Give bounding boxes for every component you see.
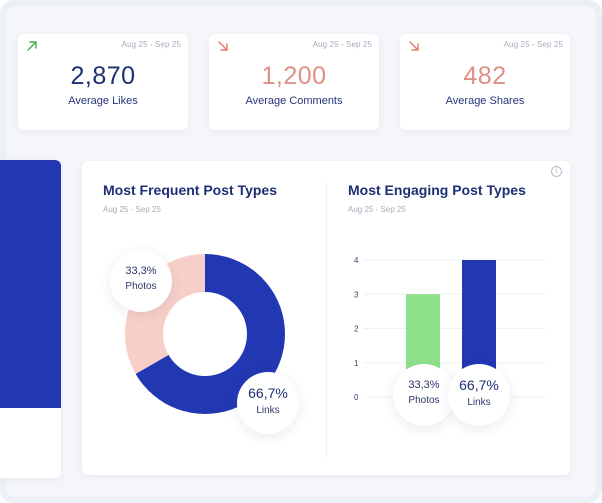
y-tick-label: 4 [354, 256, 359, 265]
slice-percent: 66,7% [248, 385, 288, 401]
donut-slice-links [135, 254, 285, 414]
bar-label-links: 66,7% Links [448, 364, 510, 426]
y-tick-label: 3 [354, 290, 359, 299]
side-card-bar [0, 160, 61, 408]
arrow-down-right-icon [409, 41, 419, 51]
bar-links [462, 260, 496, 373]
bar-percent: 66,7% [459, 377, 499, 393]
frequent-post-types-title: Most Frequent Post Types [103, 182, 277, 198]
kpi-date-range: Aug 25 - Sep 25 [121, 40, 181, 49]
bar-percent: 33,3% [408, 379, 440, 391]
engaging-post-types-bar-chart: 0 1 2 3 4 [354, 256, 545, 402]
frequent-date-range: Aug 25 - Sep 25 [103, 205, 161, 214]
bar-photos [406, 294, 440, 373]
kpi-date-range: Aug 25 - Sep 25 [312, 40, 372, 49]
faint-mark: . . [137, 310, 143, 316]
kpi-date-range: Aug 25 - Sep 25 [503, 40, 563, 49]
info-icon[interactable]: i [551, 166, 562, 177]
y-tick-label: 0 [354, 393, 359, 402]
kpi-label: Average Likes [68, 95, 138, 107]
y-tick-label: 2 [354, 325, 359, 334]
engaging-date-range: Aug 25 - Sep 25 [348, 205, 406, 214]
arrow-up-right-icon [27, 41, 37, 51]
side-card-partial [0, 160, 61, 478]
bar-category: Photos [408, 395, 440, 406]
kpi-value: 482 [463, 62, 507, 90]
slice-percent: 33,3% [125, 265, 157, 277]
slice-name: Photos [125, 281, 157, 292]
kpi-card-shares[interactable]: Aug 25 - Sep 25 482 Average Shares [400, 34, 570, 130]
donut-label-links: 66,7% Links [237, 372, 299, 434]
kpi-card-likes[interactable]: Aug 25 - Sep 25 2,870 Average Likes [18, 34, 188, 130]
kpi-card-comments[interactable]: Aug 25 - Sep 25 1,200 Average Comments [209, 34, 379, 130]
arrow-down-right-icon [218, 41, 228, 51]
kpi-label: Average Comments [245, 95, 343, 107]
kpi-value: 2,870 [70, 62, 136, 90]
kpi-value: 1,200 [261, 62, 327, 90]
section-divider [326, 183, 327, 457]
bar-label-photos: 33,3% Photos [393, 364, 455, 426]
y-tick-label: 1 [354, 359, 359, 368]
donut-label-photos: 33,3% Photos [110, 250, 172, 312]
kpi-label: Average Shares [445, 95, 525, 107]
engaging-post-types-title: Most Engaging Post Types [348, 182, 526, 198]
bar-category: Links [467, 397, 491, 408]
slice-name: Links [256, 405, 280, 416]
